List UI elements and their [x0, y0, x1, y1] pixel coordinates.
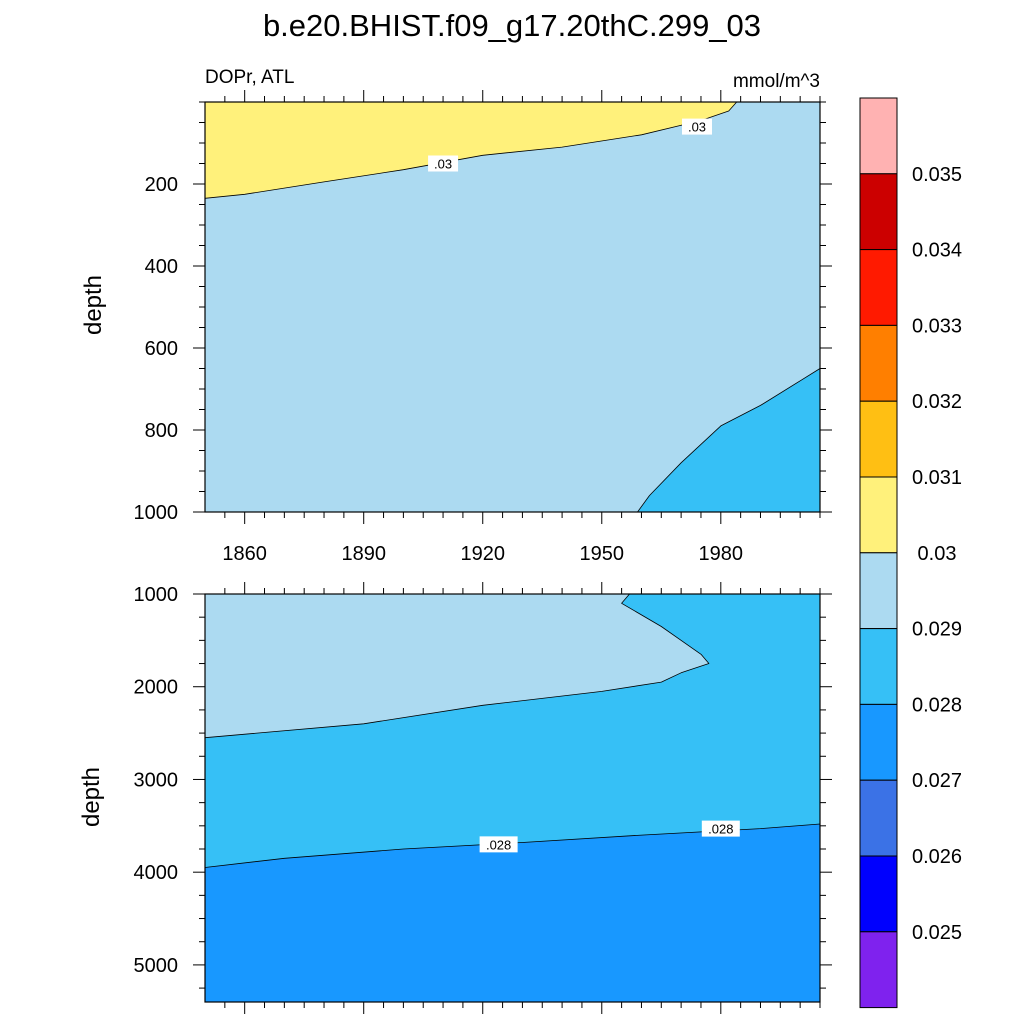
y-tick-label: 1000	[134, 502, 179, 524]
colorbar-label: 0.034	[912, 240, 962, 262]
contour-labels-deep: .028 .028	[479, 820, 740, 853]
colorbar-label: 0.032	[912, 391, 962, 413]
colorbar-box	[859, 855, 898, 933]
x-tick-label: 1860	[222, 543, 267, 565]
colorbar-box	[859, 173, 898, 251]
x-tick-label: 1890	[341, 543, 386, 565]
colorbar-box	[859, 552, 898, 630]
contour-region-0	[204, 101, 738, 199]
y-tick-label: 1000	[134, 584, 179, 606]
colorbar-box	[859, 400, 898, 478]
y-tick-label: 400	[145, 256, 178, 278]
y-tick-label: 5000	[134, 955, 179, 977]
panel-upper-ocean: DOPr, ATL mmol/m^3 .03 .03 1860 1890 1920 19…	[80, 67, 832, 565]
axes-upper: 1860 1890 1920 1950 1980 200 400 600 800 1000	[134, 90, 832, 565]
colorbar-label: 0.029	[912, 619, 962, 641]
y-tick-label: 4000	[134, 862, 179, 884]
x-tick-label: 1950	[580, 543, 625, 565]
colorbar-label: 0.031	[912, 467, 962, 489]
variable-region-label: DOPr, ATL	[205, 67, 294, 88]
contour-labels-upper: .03 .03	[428, 118, 712, 172]
y-axis-label-deep: depth	[78, 767, 105, 827]
colorbar-label: 0.025	[912, 922, 962, 944]
contour-fills-upper	[204, 101, 821, 513]
colorbar-box	[859, 324, 898, 402]
contour-label: .028	[708, 822, 733, 837]
contour-label-bg	[701, 820, 740, 837]
colorbar-label: 0.026	[912, 846, 962, 868]
contour-label-bg	[682, 118, 712, 135]
colorbar-label: 0.035	[912, 164, 962, 186]
colorbar-box	[859, 931, 898, 1009]
contour-region-0	[204, 593, 710, 739]
contour-label: .03	[434, 157, 452, 172]
colorbar: 0.025 0.026 0.027 0.028 0.029 0.03 0.031 0.032 0…	[859, 97, 962, 1009]
colorbar-box	[859, 779, 898, 857]
y-tick-label: 3000	[134, 769, 179, 791]
colorbar-label: 0.03	[918, 543, 957, 565]
colorbar-box	[859, 249, 898, 326]
contour-label-bg	[428, 155, 459, 172]
units-label: mmol/m^3	[733, 71, 820, 92]
colorbar-box	[859, 97, 898, 175]
y-tick-label: 200	[145, 174, 178, 196]
colorbar-label: 0.027	[912, 770, 962, 792]
axes-deep: 1000 2000 3000 4000 5000	[134, 582, 832, 1014]
y-tick-label: 600	[145, 338, 178, 360]
y-axis-label-upper: depth	[80, 275, 107, 335]
colorbar-label: 0.028	[912, 694, 962, 716]
colorbar-box	[859, 476, 898, 554]
chart-title: b.e20.BHIST.f09_g17.20thC.299_03	[263, 8, 761, 43]
y-tick-label: 2000	[134, 677, 179, 699]
panel-deep-ocean: .028 .028 1000 2000 3000 4000 5000 depth	[78, 582, 832, 1014]
colorbar-box	[859, 703, 898, 781]
x-tick-label: 1980	[699, 543, 744, 565]
contour-label-bg	[479, 836, 518, 853]
colorbar-label: 0.033	[912, 315, 962, 337]
plot-frame	[204, 593, 821, 1003]
contour-fills-deep	[204, 593, 821, 1003]
y-tick-label: 800	[145, 420, 178, 442]
contour-label: .028	[486, 837, 511, 852]
contour-label: .03	[688, 120, 706, 135]
colorbar-box	[859, 628, 898, 705]
x-tick-label: 1920	[460, 543, 505, 565]
